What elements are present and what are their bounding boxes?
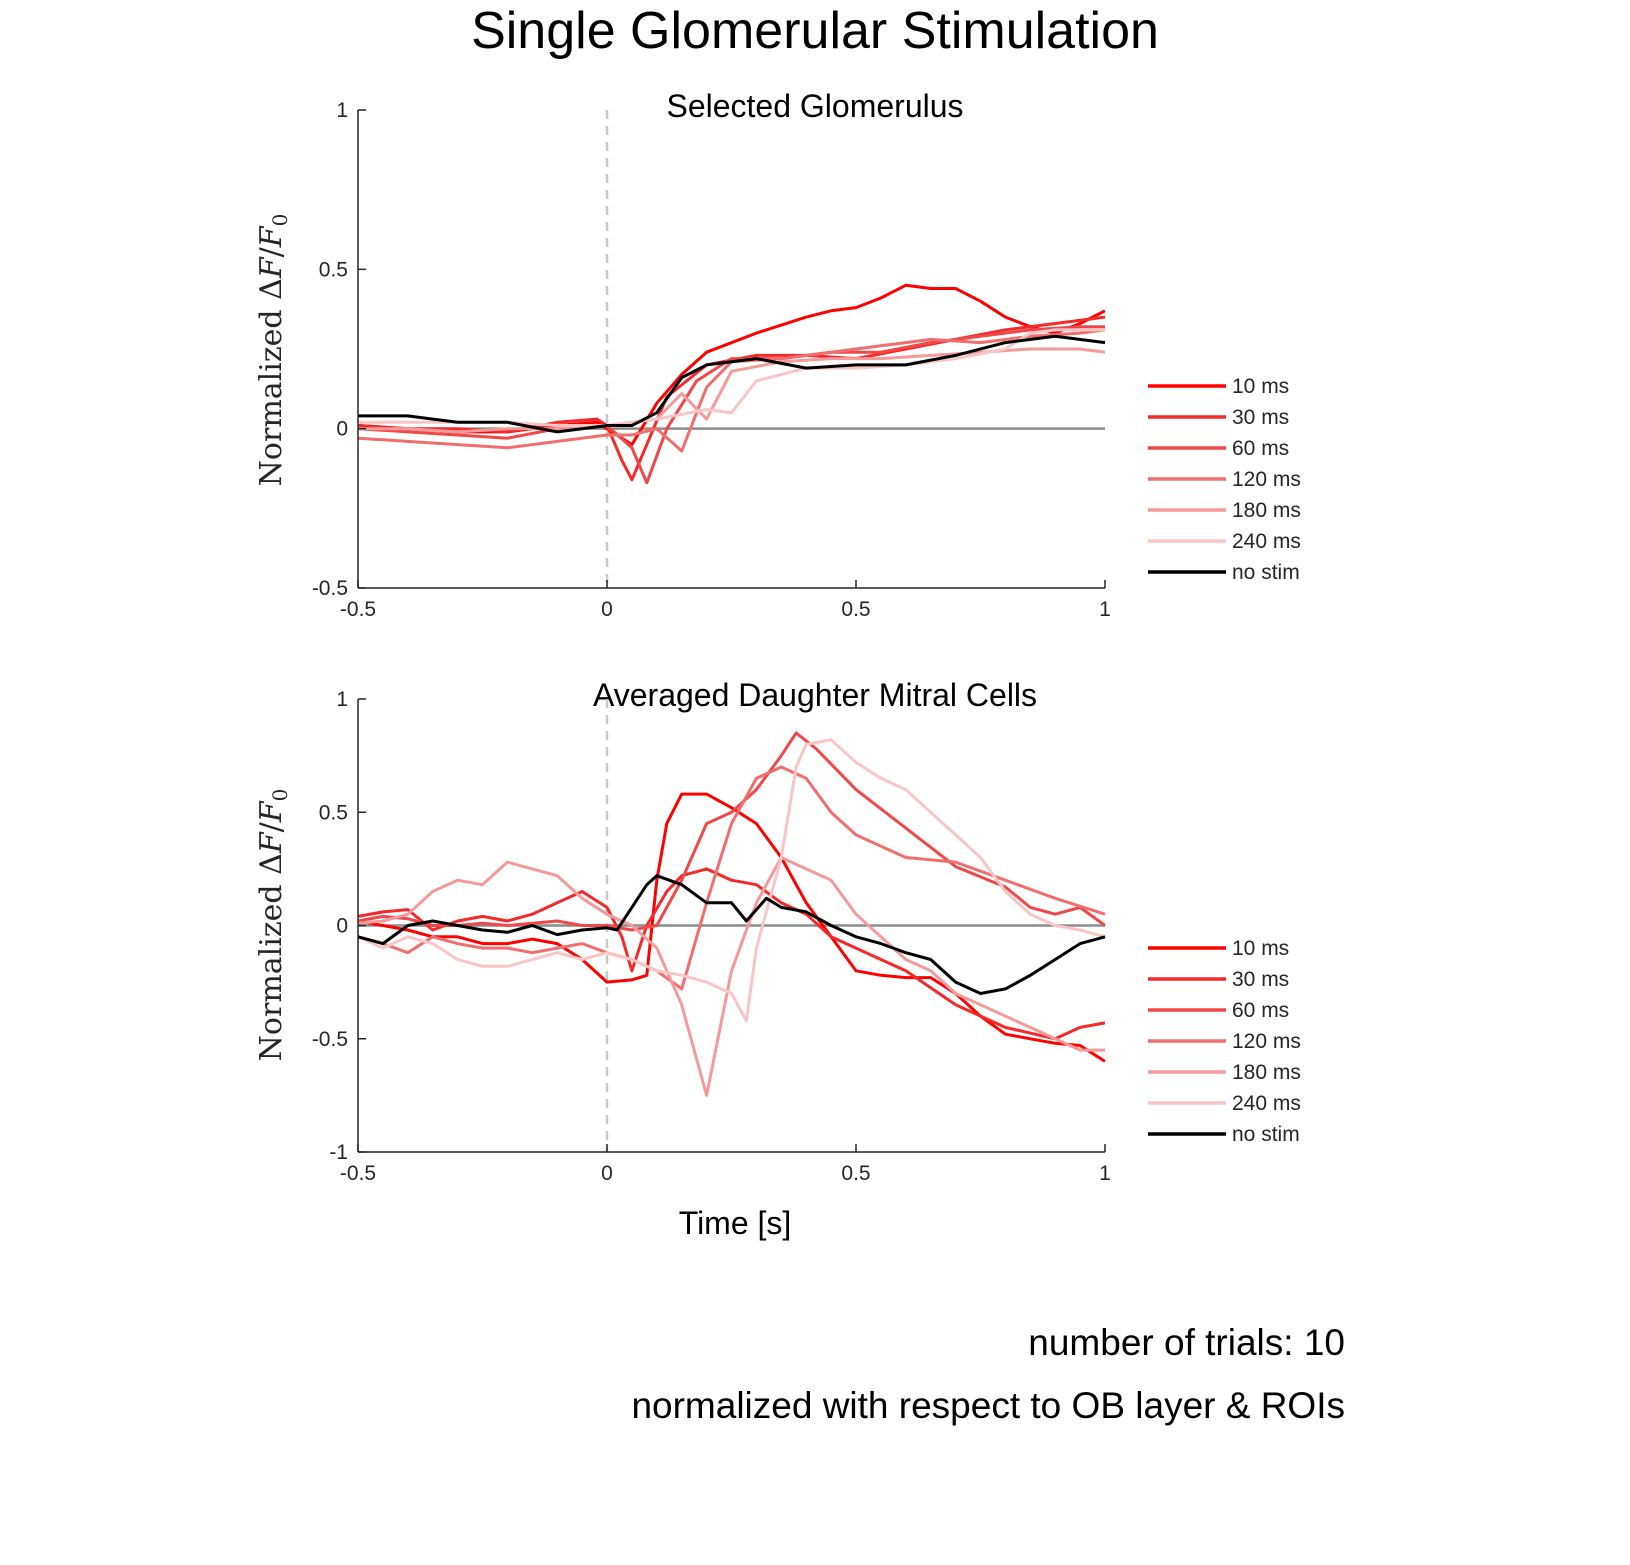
- y-tick-label: 0.5: [319, 258, 348, 281]
- legend-label: 10 ms: [1232, 937, 1289, 960]
- y-axis-label: Normalized ΔF/F0: [254, 214, 292, 487]
- legend-label: no stim: [1232, 561, 1300, 584]
- y-tick-label: 1: [336, 99, 348, 122]
- y-axis-label: Normalized ΔF/F0: [254, 789, 292, 1062]
- legend-label: no stim: [1232, 1123, 1300, 1146]
- y-tick-label: 0.5: [319, 801, 348, 824]
- x-tick-label: -0.5: [340, 1162, 376, 1185]
- panel-selected-glomerulus: Selected Glomerulus Normalized ΔF/F0 -0.…: [254, 88, 1301, 621]
- legend-label: 30 ms: [1232, 406, 1289, 429]
- y-tick-label: 1: [336, 688, 348, 711]
- trials-note: number of trials: 10: [1028, 1322, 1345, 1363]
- legend-label: 240 ms: [1232, 530, 1301, 553]
- legend-label: 120 ms: [1232, 468, 1301, 491]
- series-line-180-ms: [357, 856, 1105, 1097]
- normalization-note: normalized with respect to OB layer & RO…: [631, 1385, 1345, 1426]
- legend: 10 ms 30 ms 60 ms 120 ms 180 ms 240 ms no stim: [1148, 375, 1301, 584]
- y-tick-label: -0.5: [312, 577, 348, 600]
- x-tick-label: 1: [1099, 598, 1111, 621]
- panel-title: Selected Glomerulus: [666, 88, 963, 124]
- y-tick-label: -1: [329, 1141, 348, 1164]
- series-line-60-ms: [357, 731, 1106, 932]
- series-line-30-ms: [357, 867, 1106, 1041]
- legend-label: 30 ms: [1232, 968, 1289, 991]
- x-tick-label: 1: [1099, 1162, 1111, 1185]
- figure-title: Single Glomerular Stimulation: [471, 2, 1159, 60]
- series-line-10-ms: [357, 792, 1106, 1063]
- y-tick-label: 0: [336, 418, 348, 441]
- x-axis-label: Time [s]: [679, 1205, 792, 1241]
- x-tick-label: 0: [601, 1162, 613, 1185]
- series-line-60-ms: [357, 325, 1105, 485]
- legend-label: 240 ms: [1232, 1092, 1301, 1115]
- legend-label: 180 ms: [1232, 1061, 1301, 1084]
- y-tick-label: 0: [336, 915, 348, 938]
- series-line-120-ms: [357, 328, 1106, 453]
- legend-label: 120 ms: [1232, 1030, 1301, 1053]
- legend-label: 10 ms: [1232, 375, 1289, 398]
- legend-label: 60 ms: [1232, 437, 1289, 460]
- x-tick-label: 0.5: [841, 598, 870, 621]
- legend: 10 ms 30 ms 60 ms 120 ms 180 ms 240 ms no stim: [1148, 937, 1301, 1146]
- panel-averaged-daughter-mitral-cells: Averaged Daughter Mitral Cells Normalize…: [254, 677, 1301, 1241]
- x-tick-label: -0.5: [340, 598, 376, 621]
- series-line-no-stim: [357, 874, 1106, 995]
- series-line-240-ms: [357, 738, 1106, 1023]
- legend-label: 180 ms: [1232, 499, 1301, 522]
- x-tick-label: 0.5: [841, 1162, 870, 1185]
- legend-label: 60 ms: [1232, 999, 1289, 1022]
- panel-title: Averaged Daughter Mitral Cells: [593, 677, 1037, 713]
- series-line-10-ms: [357, 283, 1106, 447]
- series-line-120-ms: [357, 765, 1106, 991]
- y-tick-label: -0.5: [312, 1028, 348, 1051]
- x-tick-label: 0: [601, 598, 613, 621]
- series-line-no-stim: [358, 334, 1106, 434]
